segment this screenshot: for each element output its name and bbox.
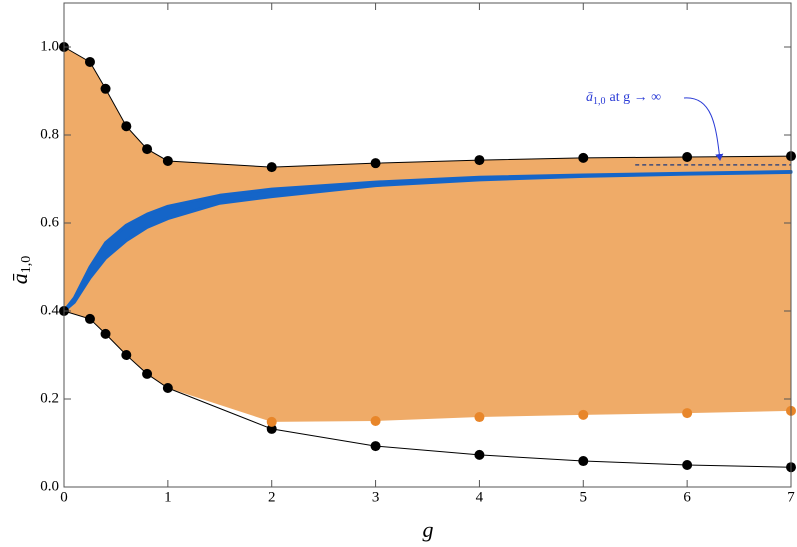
y-tick-label: 0.2 (40, 390, 59, 406)
data-point (121, 121, 132, 132)
region-area (64, 47, 791, 422)
y-tick-label: 0.8 (40, 126, 59, 142)
x-tick-label: 4 (476, 489, 484, 505)
data-point (100, 328, 111, 339)
data-point (682, 408, 693, 419)
annotation: ā1,0 at g → ∞ (586, 90, 661, 107)
data-point (84, 56, 95, 67)
data-point (474, 449, 485, 460)
x-axis-label: g (423, 517, 434, 542)
data-point (474, 412, 485, 423)
data-point (370, 158, 381, 169)
data-point (578, 456, 589, 467)
data-point (578, 409, 589, 420)
x-tick-label: 7 (787, 489, 795, 505)
data-point (474, 155, 485, 166)
y-tick-label: 0.0 (40, 478, 59, 494)
data-point (682, 152, 693, 162)
data-point (682, 460, 693, 470)
annotation-arrow (683, 97, 724, 161)
frame (63, 2, 792, 488)
x-tick-label: 6 (683, 489, 691, 505)
data-point (370, 416, 381, 426)
y-tick-label: 1.0 (40, 38, 59, 54)
data-point (266, 416, 277, 427)
y-tick-label: 0.6 (40, 214, 59, 230)
y-label-sub: 1,0 (19, 256, 34, 274)
x-tick-label: 0 (60, 489, 68, 505)
data-point (142, 368, 153, 379)
y-axis-label: ā1,0 (7, 256, 34, 285)
data-point (162, 383, 173, 393)
data-point (100, 83, 111, 94)
data-point (84, 313, 95, 324)
x-tick-label: 1 (164, 489, 172, 505)
data-point (162, 155, 173, 166)
annotation-sub: 1,0 (593, 96, 606, 107)
y-label-symbol: ā (7, 273, 32, 284)
annotation-symbol: ā (586, 90, 593, 105)
annotation-text: at g → ∞ (610, 90, 662, 105)
data-point (266, 162, 277, 173)
data-point (142, 144, 153, 155)
x-tick-label: 2 (268, 489, 276, 505)
x-tick-label: 3 (372, 489, 380, 505)
x-tick-label: 5 (580, 489, 588, 505)
data-point (121, 350, 132, 360)
y-tick-label: 0.4 (40, 302, 59, 318)
data-point (370, 441, 381, 452)
data-point (578, 152, 589, 163)
series-line (63, 46, 792, 168)
data-point (266, 423, 277, 434)
plot-area (59, 42, 796, 473)
